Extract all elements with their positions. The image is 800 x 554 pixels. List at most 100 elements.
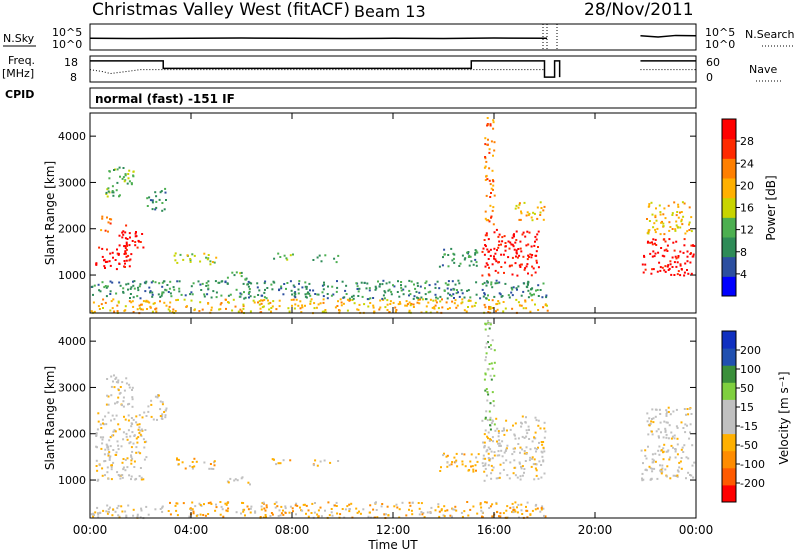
data-cell <box>101 247 104 250</box>
data-cell <box>158 282 161 285</box>
data-cell <box>490 362 493 365</box>
data-cell <box>125 252 127 255</box>
nsky-label: N.Sky <box>3 32 35 45</box>
data-cell <box>116 248 118 251</box>
data-cell <box>543 514 545 517</box>
data-cell <box>117 474 120 476</box>
data-cell <box>126 438 129 441</box>
data-cell <box>530 465 533 468</box>
data-cell <box>102 422 104 425</box>
data-cell <box>665 248 668 251</box>
data-cell <box>183 298 186 301</box>
data-cell <box>497 244 500 247</box>
data-cell <box>680 467 683 470</box>
data-cell <box>132 305 135 308</box>
data-cell <box>458 282 461 285</box>
data-cell <box>655 408 658 411</box>
data-cell <box>657 251 660 254</box>
data-cell <box>144 429 147 431</box>
data-cell <box>215 296 218 299</box>
data-cell <box>683 202 686 205</box>
data-cell <box>461 254 464 257</box>
data-cell <box>119 175 121 178</box>
data-cell <box>530 288 532 291</box>
data-cell <box>139 452 142 455</box>
data-cell <box>494 269 497 272</box>
data-cell <box>105 403 108 406</box>
data-cell <box>378 308 381 311</box>
data-cell <box>489 416 492 419</box>
power-colorbar-swatches <box>722 119 736 297</box>
data-cell <box>356 511 359 514</box>
data-cell <box>519 446 522 449</box>
data-cell <box>141 429 144 432</box>
data-cell <box>393 285 396 288</box>
data-cell <box>288 310 291 313</box>
data-cell <box>111 434 113 437</box>
data-cell <box>484 323 487 326</box>
data-cell <box>270 512 273 514</box>
data-cell <box>252 299 255 302</box>
data-cell <box>490 477 493 480</box>
data-cell <box>215 503 217 506</box>
frequency-series-line <box>90 60 561 78</box>
data-cell <box>118 195 120 198</box>
data-cell <box>96 506 99 509</box>
data-cell <box>650 430 653 433</box>
data-cell <box>235 511 238 514</box>
data-cell <box>523 471 525 474</box>
data-cell <box>155 200 158 203</box>
data-cell <box>127 173 130 175</box>
data-cell <box>645 457 648 460</box>
data-cell <box>115 268 118 271</box>
data-cell <box>131 431 134 434</box>
data-cell <box>509 506 512 509</box>
data-cell <box>345 293 348 295</box>
data-cell <box>665 409 668 412</box>
data-cell <box>491 299 494 302</box>
data-cell <box>101 217 104 220</box>
data-cell <box>539 289 542 291</box>
data-cell <box>686 255 689 258</box>
data-cell <box>460 302 463 305</box>
data-cell <box>659 266 662 269</box>
data-cell <box>484 156 487 158</box>
data-cell <box>663 443 666 446</box>
data-cell <box>497 271 500 274</box>
data-cell <box>686 250 689 253</box>
data-cell <box>297 292 300 295</box>
data-cell <box>522 231 525 234</box>
data-cell <box>189 293 192 296</box>
data-cell <box>486 449 489 452</box>
data-cell <box>301 306 304 309</box>
data-cell <box>199 504 202 506</box>
data-cell <box>510 291 513 294</box>
data-cell <box>148 301 151 304</box>
data-cell <box>339 298 342 301</box>
data-cell <box>124 237 127 240</box>
data-cell <box>510 286 513 289</box>
data-cell <box>487 273 490 276</box>
data-cell <box>283 283 286 285</box>
data-cell <box>662 451 664 454</box>
data-cell <box>656 270 659 273</box>
data-cell <box>669 477 672 480</box>
data-cell <box>191 466 194 468</box>
data-cell <box>533 244 536 247</box>
data-cell <box>485 262 488 265</box>
data-cell <box>150 281 153 284</box>
data-cell <box>491 169 494 172</box>
data-cell <box>436 280 439 283</box>
data-cell <box>453 508 456 511</box>
data-cell <box>335 290 338 293</box>
data-cell <box>420 511 423 513</box>
data-cell <box>506 474 509 477</box>
data-cell <box>485 232 488 235</box>
data-cell <box>112 461 115 464</box>
data-cell <box>685 413 687 416</box>
data-cell <box>135 437 138 440</box>
data-cell <box>247 508 250 511</box>
data-cell <box>203 252 206 255</box>
data-cell <box>658 436 660 439</box>
data-cell <box>304 281 307 284</box>
